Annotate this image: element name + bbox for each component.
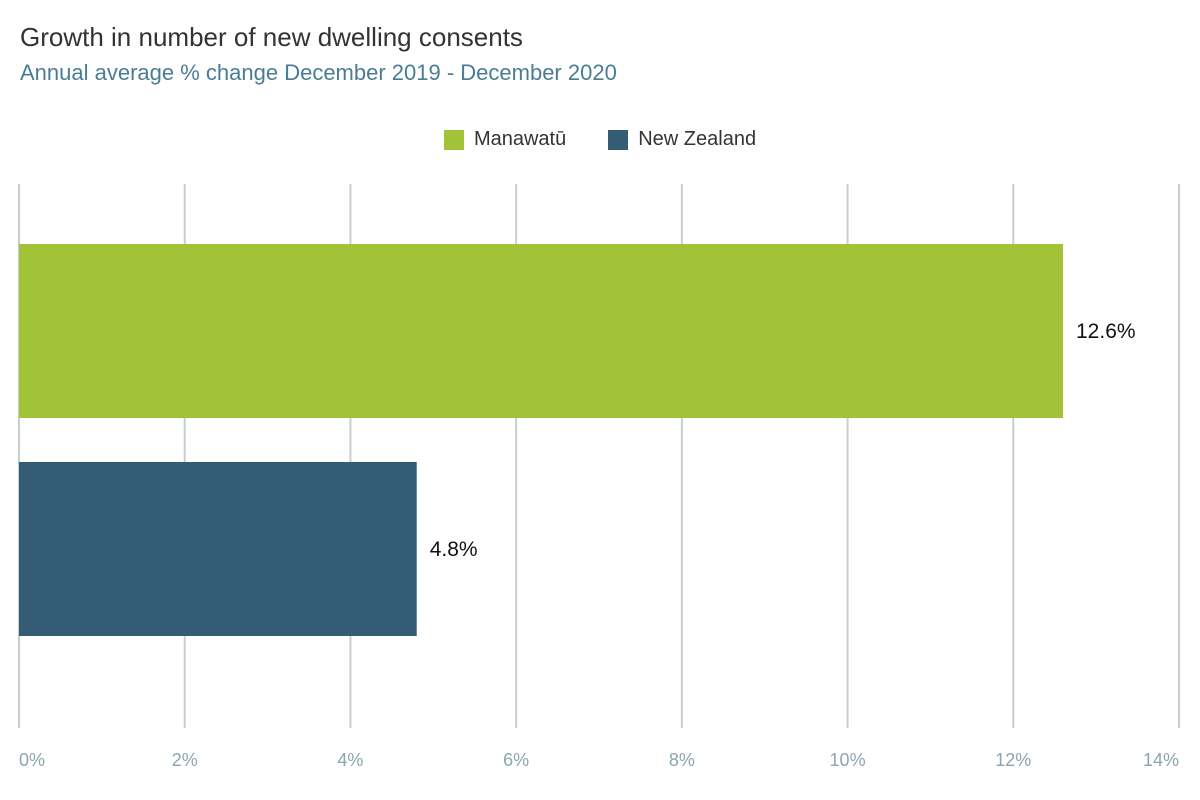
chart-subtitle: Annual average % change December 2019 - … bbox=[20, 60, 617, 85]
x-tick-label-7: 14% bbox=[1143, 750, 1179, 770]
value-label-1: 4.8% bbox=[430, 538, 478, 561]
legend-label-new-zealand: New Zealand bbox=[638, 128, 757, 150]
legend-swatch-manawatu bbox=[443, 129, 464, 150]
x-tick-label-5: 10% bbox=[830, 750, 866, 770]
x-tick-label-3: 6% bbox=[503, 750, 529, 770]
bar-0 bbox=[19, 244, 1063, 418]
x-tick-label-4: 8% bbox=[669, 750, 695, 770]
x-tick-label-0: 0% bbox=[19, 750, 45, 770]
x-tick-label-2: 4% bbox=[337, 750, 363, 770]
legend-item-manawatu: Manawatū bbox=[443, 128, 567, 151]
legend: Manawatū New Zealand bbox=[0, 128, 1200, 151]
legend-item-new-zealand: New Zealand bbox=[608, 128, 756, 151]
bar-1 bbox=[19, 462, 417, 636]
x-tick-label-6: 12% bbox=[995, 750, 1031, 770]
legend-swatch-new-zealand bbox=[608, 129, 629, 150]
x-tick-label-1: 2% bbox=[172, 750, 198, 770]
legend-label-manawatu: Manawatū bbox=[473, 128, 567, 150]
value-label-0: 12.6% bbox=[1076, 320, 1136, 343]
chart-title: Growth in number of new dwelling consent… bbox=[20, 22, 523, 52]
